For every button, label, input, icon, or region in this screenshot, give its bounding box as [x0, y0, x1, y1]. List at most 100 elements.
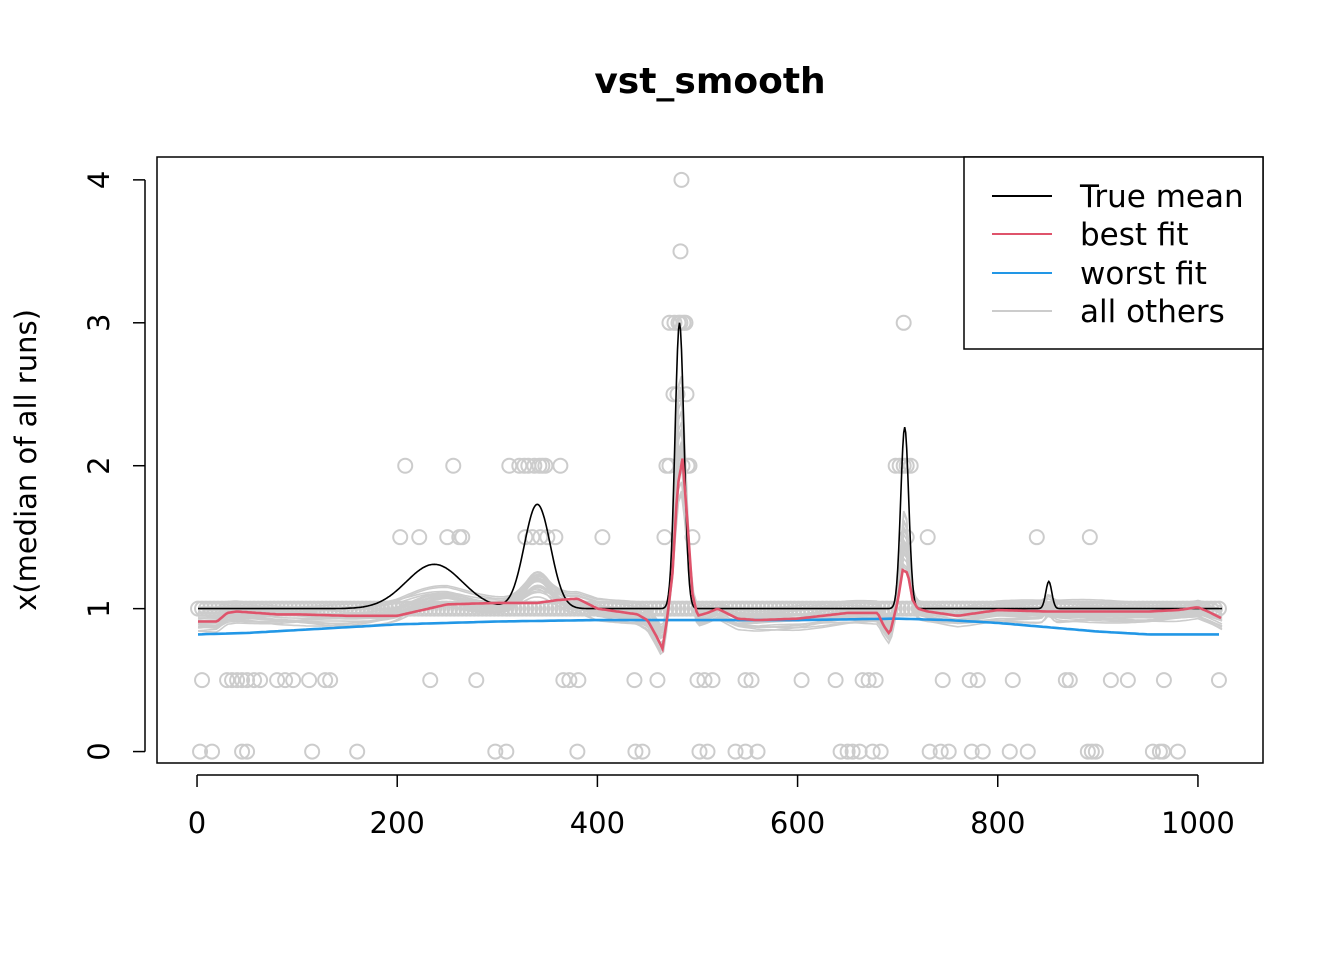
data-point — [552, 457, 569, 474]
worst-fit-line — [197, 617, 1219, 636]
data-point — [468, 672, 485, 689]
data-point — [478, 600, 495, 617]
legend: True mean best fit worst fit all others — [963, 156, 1264, 350]
x-tick-label: 0 — [188, 806, 206, 840]
data-point — [1154, 743, 1171, 760]
data-point — [411, 529, 428, 546]
data-point — [1061, 672, 1078, 689]
data-point — [454, 529, 471, 546]
y-tick-label: 3 — [82, 314, 116, 332]
data-point — [737, 743, 754, 760]
data-point — [439, 529, 456, 546]
data-point — [1001, 743, 1018, 760]
data-point — [487, 743, 504, 760]
data-point — [349, 743, 366, 760]
data-point — [1169, 743, 1186, 760]
data-point — [239, 743, 256, 760]
data-point — [569, 743, 586, 760]
data-point — [656, 529, 673, 546]
data-point — [555, 672, 572, 689]
data-point — [670, 600, 687, 617]
y-tick-label: 4 — [82, 171, 116, 189]
data-point — [454, 600, 471, 617]
data-point — [246, 672, 263, 689]
data-point — [699, 743, 716, 760]
data-point — [677, 314, 694, 331]
data-point — [669, 386, 686, 403]
data-point — [204, 743, 221, 760]
data-point — [322, 672, 339, 689]
data-point — [678, 386, 695, 403]
data-point — [832, 743, 849, 760]
data-point — [285, 672, 302, 689]
data-point — [462, 600, 479, 617]
legend-label-best-fit: best fit — [1080, 217, 1189, 253]
data-point — [1155, 672, 1172, 689]
data-point — [673, 171, 690, 188]
best-fit-line — [198, 458, 1222, 654]
data-point — [517, 529, 534, 546]
true-mean-line — [198, 322, 1222, 610]
data-point — [898, 600, 915, 617]
data-point — [474, 600, 491, 617]
axes: 0 200 400 600 800 1000 0 1 2 3 4 — [82, 171, 1235, 840]
data-point — [666, 314, 683, 331]
data-point — [793, 672, 810, 689]
data-point — [511, 457, 528, 474]
data-point — [594, 529, 611, 546]
data-point — [919, 529, 936, 546]
data-point — [678, 600, 695, 617]
y-tick-label: 1 — [82, 599, 116, 617]
data-point — [1210, 672, 1227, 689]
legend-label-true-mean: True mean — [1079, 179, 1244, 215]
data-point — [1057, 672, 1074, 689]
data-point — [570, 672, 587, 689]
chart-title: vst_smooth — [594, 61, 825, 102]
x-tick-label: 1000 — [1161, 806, 1235, 840]
data-point — [940, 743, 957, 760]
data-point — [550, 600, 567, 617]
data-point — [234, 672, 251, 689]
data-point — [458, 600, 475, 617]
data-point — [269, 672, 286, 689]
data-point — [1119, 672, 1136, 689]
data-point — [867, 672, 884, 689]
data-point — [737, 672, 754, 689]
data-point — [704, 672, 721, 689]
data-point — [864, 743, 881, 760]
data-point — [626, 672, 643, 689]
data-point — [224, 672, 241, 689]
data-point — [434, 600, 451, 617]
data-point — [466, 600, 483, 617]
data-point — [537, 457, 554, 474]
data-point — [229, 672, 246, 689]
data-point — [304, 743, 321, 760]
others-run-line — [198, 428, 1223, 629]
data-point — [392, 529, 409, 546]
data-point — [1028, 529, 1045, 546]
data-point — [252, 672, 269, 689]
data-point — [194, 672, 211, 689]
data-point — [234, 743, 251, 760]
data-point — [860, 672, 877, 689]
data-point — [402, 600, 419, 617]
data-point — [301, 672, 318, 689]
others-run-line — [197, 430, 1223, 627]
data-point — [317, 672, 334, 689]
legend-box — [963, 156, 1264, 350]
data-point — [932, 743, 949, 760]
data-point — [398, 600, 415, 617]
data-point — [438, 600, 455, 617]
data-point — [689, 672, 706, 689]
y-tick-label: 2 — [82, 456, 116, 474]
x-tick-label: 800 — [970, 806, 1025, 840]
data-point — [470, 600, 487, 617]
data-point — [561, 672, 578, 689]
x-tick-label: 400 — [570, 806, 625, 840]
data-point — [749, 743, 766, 760]
data-point — [963, 743, 980, 760]
data-point — [1004, 672, 1021, 689]
data-point — [486, 600, 503, 617]
data-point — [1102, 672, 1119, 689]
